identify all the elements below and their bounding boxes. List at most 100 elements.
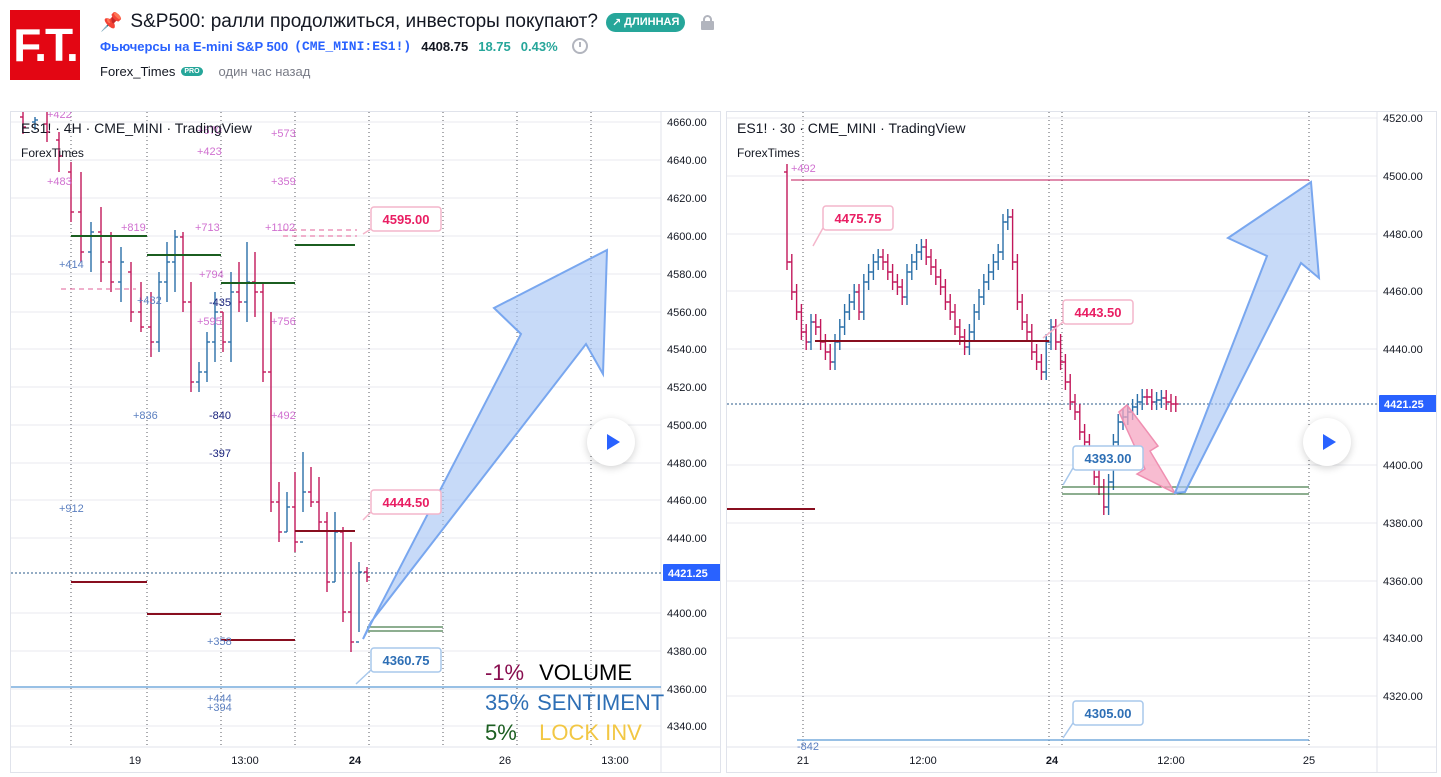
play-button-right[interactable] <box>1303 418 1351 466</box>
callout-pointer <box>1042 321 1064 339</box>
long-badge-label: ДЛИННАЯ <box>624 16 680 28</box>
price-axis-label: 4340.00 <box>1383 633 1423 645</box>
time-axis-label: 19 <box>129 755 141 767</box>
price-axis-label: 4340.00 <box>667 721 707 733</box>
price-axis-label: 4460.00 <box>667 495 707 507</box>
forex-times-logo[interactable]: F.T. <box>10 10 80 80</box>
callout-pointer <box>812 227 824 247</box>
callout-pointer <box>362 228 372 235</box>
alarm-clock-icon[interactable] <box>571 38 588 54</box>
price-axis-label: 4580.00 <box>667 269 707 281</box>
pro-badge: PRO <box>181 67 203 76</box>
price-axis-label: 4421.25 <box>668 568 708 580</box>
price-axis-label: 4440.00 <box>1383 344 1423 356</box>
price-axis-label: 4480.00 <box>1383 229 1423 241</box>
volume-annotation: +1102 <box>265 222 295 234</box>
price-axis-label: 4400.00 <box>1383 460 1423 472</box>
symbol-code-link[interactable]: (CME_MINI:ES1!) <box>294 38 412 54</box>
price-axis-label: 4600.00 <box>667 231 707 243</box>
chart-4h-legend: ES1! · 4H · CME_MINI · TradingView <box>21 120 252 136</box>
chart-30m-legend: ES1! · 30 · CME_MINI · TradingView <box>737 120 966 136</box>
price-callout: 4393.00 <box>1085 451 1132 466</box>
price-axis-label: 4421.25 <box>1384 399 1424 411</box>
price-callout: 4595.00 <box>383 212 430 227</box>
callout-pointer <box>355 669 372 685</box>
volume-annotation: +432 <box>137 295 162 307</box>
volume-annotation: +444 <box>207 693 232 705</box>
chart-4h-author: ForexTimes <box>21 146 84 160</box>
volume-annotation: +670 <box>197 125 222 137</box>
volume-annotation: +483 <box>47 176 72 188</box>
price-axis-label: 4480.00 <box>667 458 707 470</box>
callout-box <box>370 489 442 515</box>
author-row: Forex_Times PRO один час назад <box>100 64 310 79</box>
last-price-tag <box>663 564 720 581</box>
volume-annotation: +423 <box>197 146 222 158</box>
stat-sentiment: 35% SENTIMENT <box>485 690 665 715</box>
price-callout: 4360.75 <box>383 653 430 668</box>
price-callout: 4443.50 <box>1075 305 1122 320</box>
publish-time: один час назад <box>218 64 311 79</box>
symbol-row: Фьючерсы на E-mini S&P 500 (CME_MINI:ES1… <box>100 38 588 54</box>
volume-annotation: +595 <box>197 316 222 328</box>
chart-30m-author: ForexTimes <box>737 146 800 160</box>
play-button-left[interactable] <box>587 418 635 466</box>
price-axis-label: 4360.00 <box>667 684 707 696</box>
symbol-name-link[interactable]: Фьючерсы на E-mini S&P 500 <box>100 38 289 54</box>
play-icon <box>606 434 620 450</box>
stats-box: -1% VOLUME 35% SENTIMENT 5% LOCK INV <box>485 658 664 748</box>
price-axis-label: 4460.00 <box>1383 286 1423 298</box>
time-axis-label: 24 <box>349 755 362 767</box>
price-axis-label: 4500.00 <box>1383 171 1423 183</box>
volume-annotation: +912 <box>59 503 84 515</box>
volume-annotation: +756 <box>271 316 296 328</box>
callout-box <box>370 647 442 673</box>
callout-pointer <box>1062 722 1074 739</box>
volume-annotation: -435 <box>209 297 231 309</box>
volume-annotation: +794 <box>199 269 224 281</box>
price-axis-label: 4560.00 <box>667 307 707 319</box>
symbol-change-pct: 0.43% <box>520 38 558 54</box>
price-callout: 4475.75 <box>835 211 882 226</box>
volume-annotation: +422 <box>47 112 72 121</box>
volume-annotation: +358 <box>207 636 232 648</box>
stat-volume: -1% VOLUME <box>485 660 633 685</box>
price-axis-label: 4660.00 <box>667 117 707 129</box>
price-axis-label: 4520.00 <box>1383 113 1423 125</box>
last-price-tag <box>1379 395 1436 412</box>
long-badge: ↗ ДЛИННАЯ <box>605 12 686 32</box>
symbol-change: 18.75 <box>478 38 511 54</box>
play-icon <box>1322 434 1336 450</box>
callout-box <box>1072 700 1144 726</box>
chart-4h[interactable]: +422 +483 +414 +432 +836 +912 +819 +713 +794 +595… <box>10 111 721 773</box>
price-axis-label: 4440.00 <box>667 533 707 545</box>
volume-annotation: +713 <box>195 222 220 234</box>
price-callout: 4305.00 <box>1085 706 1132 721</box>
pin-icon: 📌 <box>100 11 123 32</box>
price-axis-label: 4380.00 <box>667 646 707 658</box>
author-link[interactable]: Forex_Times <box>100 64 176 79</box>
price-axis-label: 4500.00 <box>667 420 707 432</box>
chart-4h-canvas: +422 +483 +414 +432 +836 +912 +819 +713 +794 +595… <box>11 112 720 772</box>
volume-annotation: +359 <box>271 176 296 188</box>
time-axis-label: 24 <box>1046 755 1059 767</box>
price-axis-label: 4400.00 <box>667 608 707 620</box>
symbol-price: 4408.75 <box>421 38 469 54</box>
volume-annotation: +492 <box>271 410 296 422</box>
volume-annotation: +819 <box>121 222 146 234</box>
idea-title-row: 📌 S&P500: ралли продолжиться, инвесторы … <box>100 10 715 34</box>
chart-30m[interactable]: +492 -842 4475.75 4443.50 4393.00 4305.00 45… <box>726 111 1437 773</box>
lock-icon <box>701 14 715 30</box>
volume-annotation: +394 <box>207 702 232 714</box>
volume-annotation: +836 <box>133 410 158 422</box>
price-axis-label: 4520.00 <box>667 382 707 394</box>
idea-title: S&P500: ралли продолжиться, инвесторы по… <box>130 11 598 32</box>
stat-lock-inv: 5% LOCK INV <box>485 720 642 745</box>
price-axis-label: 4620.00 <box>667 193 707 205</box>
time-axis-label: 21 <box>797 755 809 767</box>
price-axis-label: 4640.00 <box>667 155 707 167</box>
callout-pointer <box>1062 467 1074 486</box>
volume-annotation: +414 <box>59 259 84 271</box>
volume-annotation: +573 <box>271 128 296 140</box>
price-axis-label: 4360.00 <box>1383 576 1423 588</box>
